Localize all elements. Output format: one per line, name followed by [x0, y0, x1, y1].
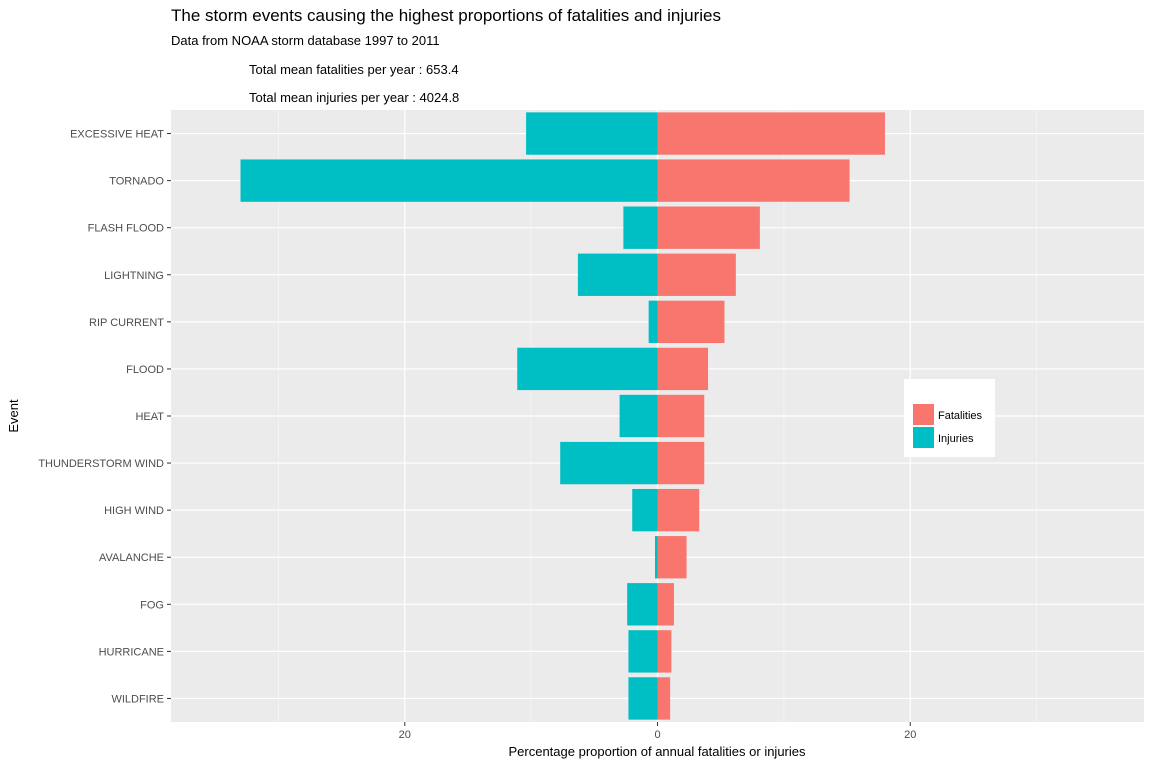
category-label: FLOOD	[126, 364, 164, 376]
annotation-injuries: Total mean injuries per year : 4024.8	[249, 90, 459, 105]
legend: Fatalities Injuries	[904, 379, 995, 457]
category-label: EXCESSIVE HEAT	[70, 129, 164, 141]
annotation-fatalities: Total mean fatalities per year : 653.4	[249, 62, 459, 77]
bar-injuries	[619, 394, 658, 438]
bar-injuries	[240, 159, 658, 202]
bar-injuries	[654, 536, 658, 579]
bar-injuries	[526, 112, 658, 155]
y-axis-title: Event	[6, 399, 21, 433]
bar-injuries	[560, 441, 658, 485]
legend-label-injuries: Injuries	[938, 433, 974, 445]
bar-injuries	[623, 206, 658, 249]
bar-fatalities	[657, 394, 705, 438]
bar-fatalities	[657, 253, 736, 296]
legend-label-fatalities: Fatalities	[938, 410, 983, 422]
bar-fatalities	[657, 536, 687, 579]
bar-injuries	[648, 300, 658, 344]
category-label: RIP CURRENT	[89, 317, 164, 329]
bar-fatalities	[657, 159, 850, 202]
x-tick-label: 20	[904, 729, 916, 741]
category-label: WILDFIRE	[111, 693, 164, 705]
y-axis: EXCESSIVE HEAT TORNADO FLASH FLOOD LIGHTNIN…	[38, 129, 171, 705]
category-label: AVALANCHE	[99, 552, 164, 564]
bar-fatalities	[657, 206, 760, 249]
bar-fatalities	[657, 488, 700, 532]
category-label: HIGH WIND	[104, 505, 164, 517]
category-label: TORNADO	[109, 176, 164, 188]
category-label: THUNDERSTORM WIND	[38, 458, 164, 470]
legend-key-injuries	[913, 427, 934, 448]
bar-injuries	[628, 677, 658, 720]
x-tick-label: 20	[399, 729, 411, 741]
bar-fatalities	[657, 583, 674, 626]
bar-fatalities	[657, 300, 725, 344]
bar-fatalities	[657, 112, 885, 155]
x-axis-title: Percentage proportion of annual fataliti…	[508, 744, 806, 759]
legend-key-fatalities	[913, 404, 934, 425]
bar-fatalities	[657, 677, 671, 720]
category-label: FOG	[140, 599, 164, 611]
category-label: HURRICANE	[99, 646, 164, 658]
bar-injuries	[627, 583, 658, 626]
bars	[240, 112, 885, 720]
category-label: LIGHTNING	[104, 270, 164, 282]
bar-injuries	[517, 347, 658, 391]
bar-injuries	[628, 630, 658, 673]
bar-fatalities	[657, 441, 705, 485]
chart-subtitle: Data from NOAA storm database 1997 to 20…	[171, 33, 440, 48]
chart-title: The storm events causing the highest pro…	[171, 6, 721, 25]
x-axis: 20 0 20	[399, 722, 916, 741]
category-label: FLASH FLOOD	[88, 223, 164, 235]
x-tick-label: 0	[654, 729, 660, 741]
category-label: HEAT	[135, 411, 164, 423]
bar-fatalities	[657, 347, 709, 391]
bar-fatalities	[657, 630, 672, 673]
bar-injuries	[632, 488, 658, 532]
bar-injuries	[577, 253, 658, 296]
